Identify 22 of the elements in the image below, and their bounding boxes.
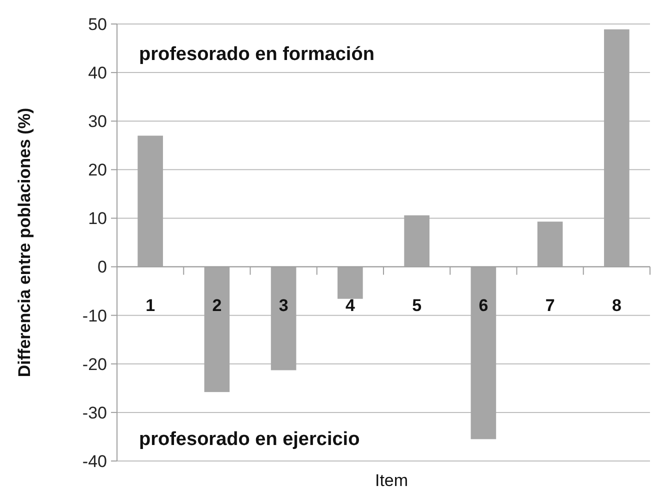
y-tick-label: 50 xyxy=(88,14,107,34)
y-tick-label: -20 xyxy=(82,354,107,374)
x-tick-label: 2 xyxy=(212,296,222,315)
x-axis-title: Item xyxy=(374,471,408,490)
y-tick-label: 20 xyxy=(88,160,107,180)
x-tick-label: 3 xyxy=(278,296,288,315)
y-tick-label: -40 xyxy=(82,452,107,471)
x-tick-label: 8 xyxy=(612,296,622,315)
y-tick-label: -10 xyxy=(82,306,107,326)
y-tick-label: 10 xyxy=(88,209,107,228)
x-tick-label: 4 xyxy=(345,296,356,315)
y-tick-label: 30 xyxy=(88,112,107,132)
x-tick-label: 7 xyxy=(545,296,555,315)
x-tick-label: 6 xyxy=(478,296,488,315)
y-tick-label: -30 xyxy=(82,403,107,422)
annotation: profesorado en formación xyxy=(139,44,374,65)
annotation: profesorado en ejercicio xyxy=(139,429,360,450)
y-tick-label: 40 xyxy=(88,64,107,83)
x-tick-label: 1 xyxy=(146,296,156,315)
y-axis-title: Differencia entre poblaciones (%) xyxy=(15,108,34,378)
x-tick-label: 5 xyxy=(412,296,422,315)
y-tick-label: 0 xyxy=(98,258,107,277)
